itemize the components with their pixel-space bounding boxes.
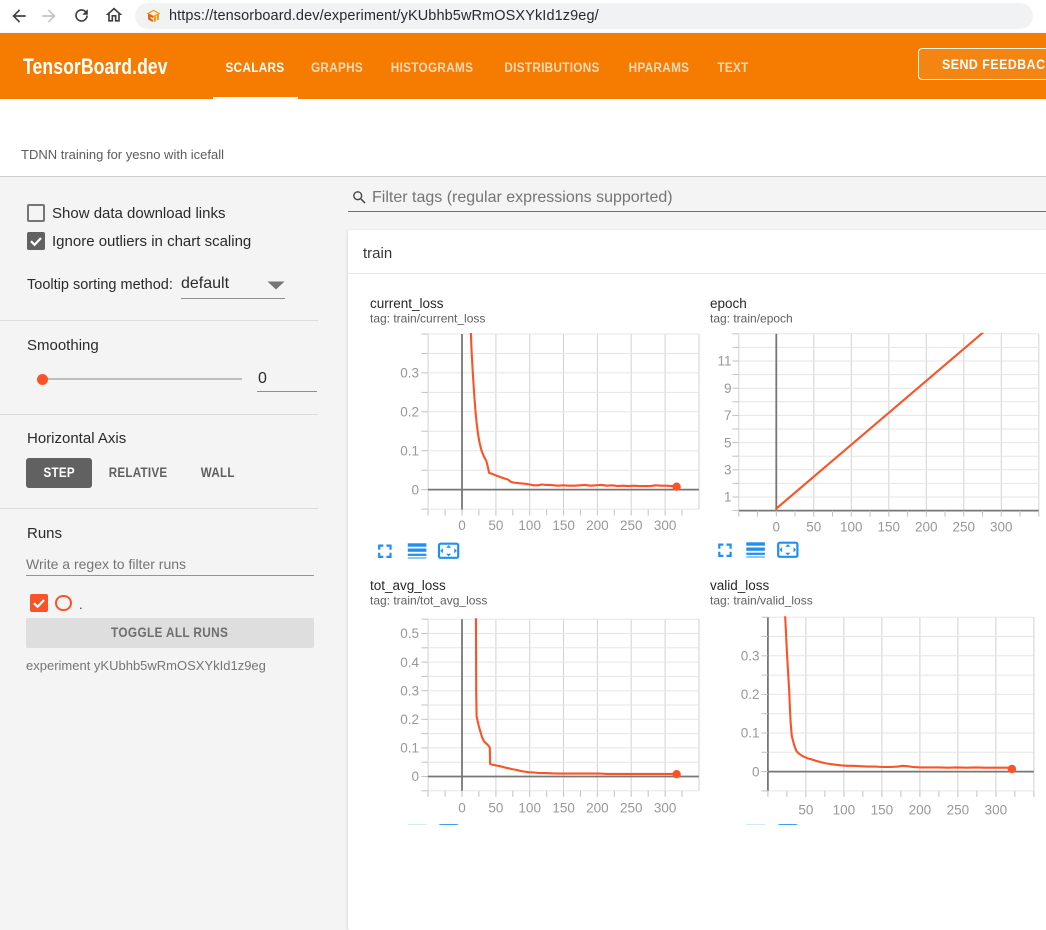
- svg-text:50: 50: [798, 803, 813, 818]
- svg-text:250: 250: [953, 520, 976, 535]
- svg-text:0: 0: [411, 769, 419, 784]
- svg-text:tag: train/epoch: tag: train/epoch: [710, 312, 793, 326]
- svg-text:0.5: 0.5: [400, 626, 419, 641]
- svg-text:0.1: 0.1: [741, 726, 760, 741]
- svg-text:300: 300: [990, 520, 1013, 535]
- svg-text:50: 50: [488, 801, 503, 816]
- svg-text:0: 0: [773, 520, 781, 535]
- svg-text:0.3: 0.3: [741, 649, 760, 664]
- svg-text:0.2: 0.2: [741, 687, 760, 702]
- svg-text:3: 3: [724, 463, 732, 478]
- svg-text:tag: train/current_loss: tag: train/current_loss: [370, 312, 485, 326]
- svg-text:0.1: 0.1: [400, 443, 419, 458]
- svg-text:150: 150: [552, 518, 575, 533]
- svg-text:tag: train/tot_avg_loss: tag: train/tot_avg_loss: [370, 594, 487, 608]
- svg-text:250: 250: [620, 801, 643, 816]
- svg-text:0.4: 0.4: [400, 655, 419, 670]
- svg-text:100: 100: [833, 803, 856, 818]
- svg-text:0: 0: [458, 801, 466, 816]
- svg-text:epoch: epoch: [710, 296, 747, 311]
- svg-text:250: 250: [620, 518, 643, 533]
- svg-text:150: 150: [552, 801, 575, 816]
- svg-text:7: 7: [724, 408, 732, 423]
- svg-text:tot_avg_loss: tot_avg_loss: [370, 578, 446, 593]
- svg-text:200: 200: [909, 803, 932, 818]
- svg-text:0.2: 0.2: [400, 712, 419, 727]
- svg-text:current_loss: current_loss: [370, 296, 444, 311]
- svg-text:300: 300: [654, 518, 677, 533]
- svg-text:250: 250: [947, 803, 970, 818]
- svg-text:valid_loss: valid_loss: [710, 578, 770, 593]
- svg-text:0: 0: [411, 482, 419, 497]
- svg-text:50: 50: [806, 520, 821, 535]
- svg-text:200: 200: [915, 520, 938, 535]
- svg-text:150: 150: [878, 520, 901, 535]
- svg-text:0.2: 0.2: [400, 405, 419, 420]
- svg-text:100: 100: [840, 520, 863, 535]
- svg-text:5: 5: [724, 435, 732, 450]
- svg-text:11: 11: [717, 354, 731, 369]
- svg-text:0.3: 0.3: [400, 683, 419, 698]
- svg-text:150: 150: [871, 803, 894, 818]
- svg-text:0.3: 0.3: [400, 366, 419, 381]
- svg-text:100: 100: [518, 518, 541, 533]
- svg-text:1: 1: [724, 490, 732, 505]
- svg-text:tag: train/valid_loss: tag: train/valid_loss: [710, 594, 813, 608]
- svg-text:0.1: 0.1: [400, 741, 419, 756]
- svg-text:0: 0: [458, 518, 466, 533]
- svg-text:300: 300: [654, 801, 677, 816]
- svg-text:300: 300: [985, 803, 1008, 818]
- svg-text:200: 200: [586, 518, 609, 533]
- svg-text:50: 50: [488, 518, 503, 533]
- svg-text:100: 100: [518, 801, 541, 816]
- svg-text:200: 200: [586, 801, 609, 816]
- svg-text:9: 9: [724, 381, 732, 396]
- svg-text:0: 0: [752, 764, 760, 779]
